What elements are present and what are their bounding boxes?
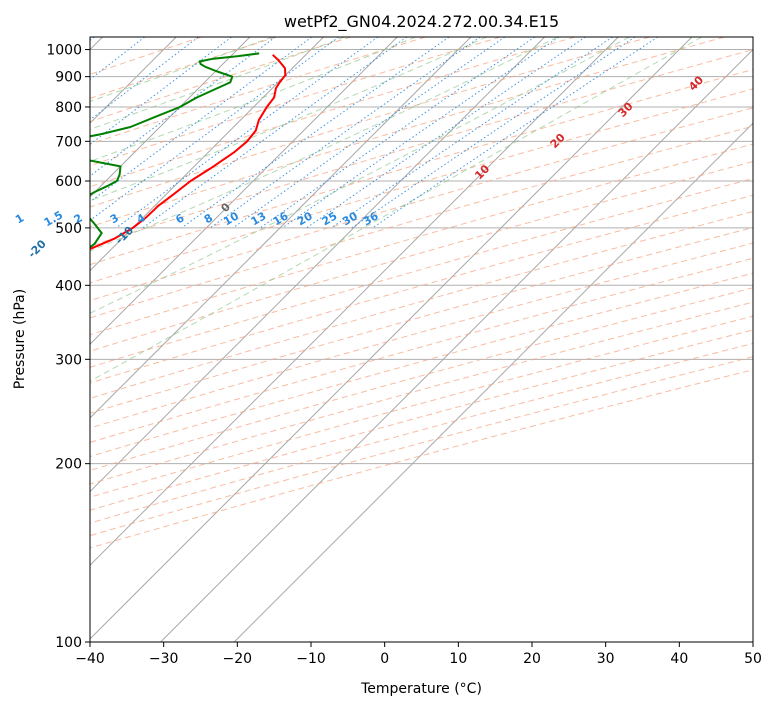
isotherm-line xyxy=(90,37,693,640)
y-tick-label: 500 xyxy=(55,221,82,237)
dry-adiabat-line xyxy=(90,37,277,99)
chart-title: wetPf2_GN04.2024.272.00.34.E15 xyxy=(284,12,559,32)
isotherm-line xyxy=(90,37,472,419)
dry-adiabat-line xyxy=(90,125,753,319)
y-tick-label: 800 xyxy=(55,100,82,116)
y-axis: 100 200 300 400 500 600 700 800 900 1000 xyxy=(46,43,90,651)
dry-adiabat-line xyxy=(90,342,753,524)
isotherm-line xyxy=(90,37,324,272)
x-tick-label: −10 xyxy=(296,651,326,667)
mixing-ratio-line xyxy=(142,37,407,229)
isotherm-line xyxy=(90,37,398,345)
x-tick-label: 0 xyxy=(380,651,389,667)
dry-adiabat-line xyxy=(90,68,753,266)
x-axis-label: Temperature (°C) xyxy=(360,681,482,697)
y-tick-label: 700 xyxy=(55,134,82,150)
dry-adiabat-line xyxy=(90,369,753,549)
isotherm-line xyxy=(90,37,619,566)
dry-adiabat-line xyxy=(90,301,753,485)
moist-adiabat-line xyxy=(90,37,416,162)
mixing-ratio-line xyxy=(90,37,232,145)
plot-frame xyxy=(89,36,754,643)
y-tick-label: 1000 xyxy=(46,43,82,59)
y-tick-label: 200 xyxy=(55,457,82,473)
dewpoint-line xyxy=(90,52,260,249)
x-tick-label: 50 xyxy=(744,651,762,667)
isotherm-line xyxy=(160,48,753,642)
x-tick-label: −40 xyxy=(75,651,105,667)
background-lines xyxy=(90,37,753,642)
x-tick-label: 20 xyxy=(523,651,541,667)
y-tick-label: 400 xyxy=(55,278,82,294)
dry-adiabat-line xyxy=(90,315,753,498)
dry-adiabat-line xyxy=(90,37,725,228)
x-tick-label: −20 xyxy=(223,651,253,667)
dry-adiabat-line xyxy=(90,37,501,167)
y-tick-label: 100 xyxy=(55,635,82,651)
profile-lines xyxy=(90,52,287,251)
y-tick-label: 300 xyxy=(55,352,82,368)
x-tick-label: 40 xyxy=(670,651,688,667)
mixing-ratio-line xyxy=(181,37,450,229)
y-tick-label: 900 xyxy=(55,70,82,86)
isotherm-line xyxy=(233,122,753,642)
dry-adiabat-line xyxy=(90,226,753,414)
y-tick-label: 600 xyxy=(55,174,82,190)
x-tick-label: 30 xyxy=(597,651,615,667)
moist-adiabat-line xyxy=(90,37,487,202)
dry-adiabat-line xyxy=(90,272,753,458)
mixing-ratio-line xyxy=(351,37,636,229)
temperature-line xyxy=(90,54,287,251)
moist-adiabat-line xyxy=(90,37,702,382)
dry-adiabat-line xyxy=(90,107,753,302)
mixing-ratio-line xyxy=(90,37,339,222)
dry-adiabat-line xyxy=(90,242,753,429)
dry-adiabat-line xyxy=(90,88,753,284)
isotherm-line xyxy=(90,37,251,198)
mixing-ratio-line xyxy=(209,37,481,229)
dry-adiabat-line xyxy=(90,143,753,336)
mixing-ratio-line xyxy=(90,37,199,121)
y-axis-label: Pressure (hPa) xyxy=(12,289,28,389)
mixing-ratio-line xyxy=(232,37,506,229)
isotherm-line xyxy=(90,37,545,493)
x-tick-label: −30 xyxy=(149,651,179,667)
mixing-ratio-line xyxy=(282,37,560,229)
dry-adiabat-line xyxy=(90,37,650,208)
x-tick-label: 10 xyxy=(449,651,467,667)
mixing-ratio-line xyxy=(372,37,658,229)
x-axis: −40 −30 −20 −10 0 10 20 30 40 50 xyxy=(75,642,762,667)
moist-adiabat-line xyxy=(90,37,558,252)
dry-adiabat-line xyxy=(90,37,426,145)
mixing-ratio-line xyxy=(115,37,379,229)
